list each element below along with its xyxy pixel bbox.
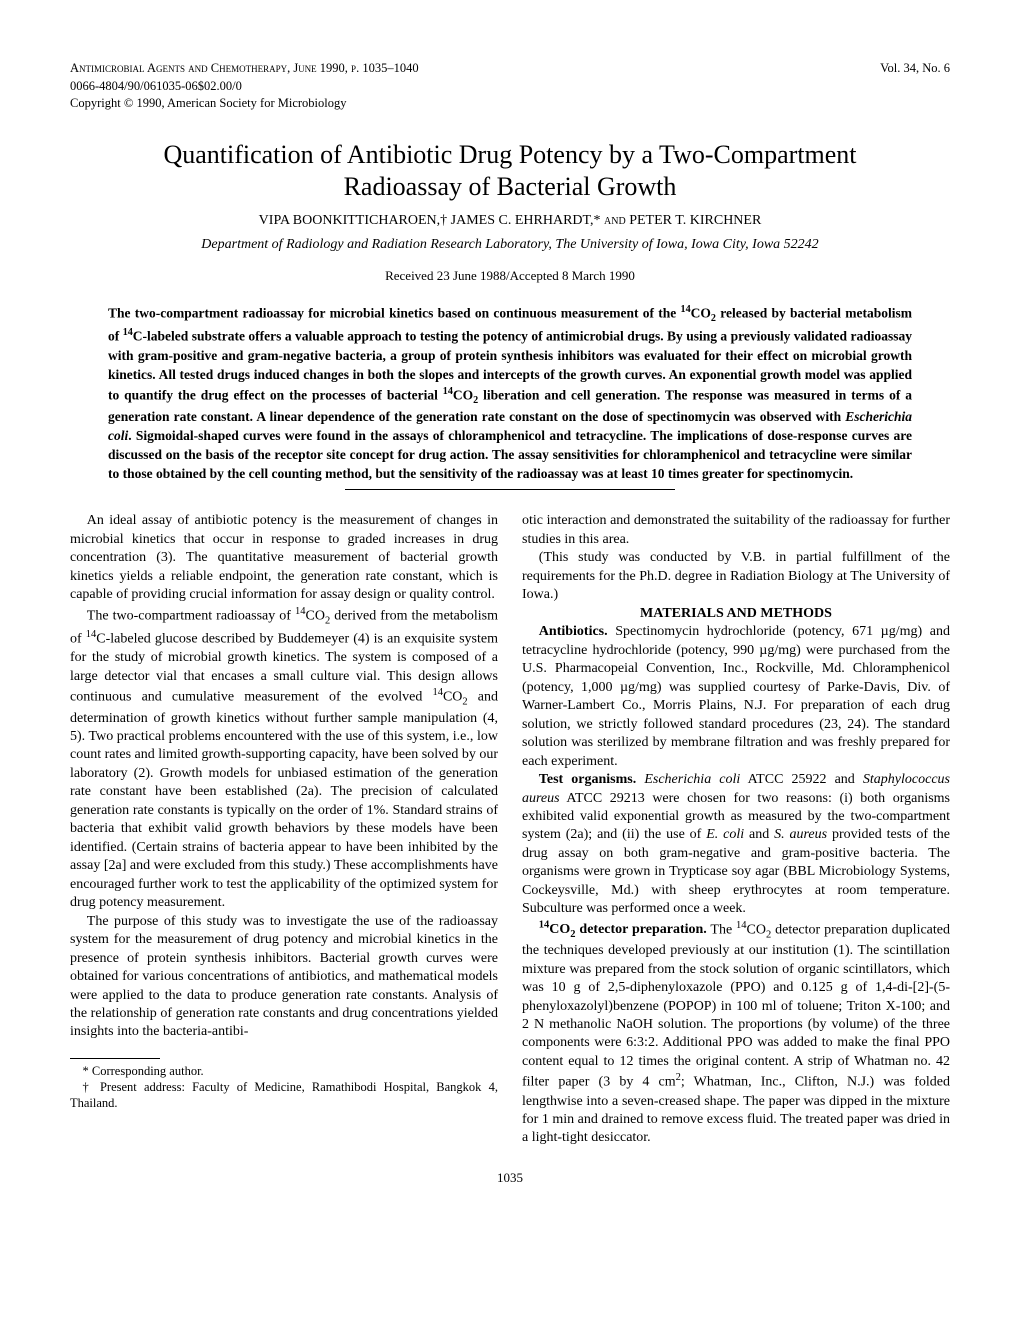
footnotes: * Corresponding author. † Present addres… (70, 1063, 498, 1112)
volume-issue: Vol. 34, No. 6 (880, 60, 950, 76)
body-paragraph: The two-compartment radioassay of 14CO2 … (70, 605, 498, 913)
body-paragraph: (This study was conducted by V.B. in par… (522, 549, 950, 604)
body-paragraph: otic interaction and demonstrated the su… (522, 512, 950, 549)
abstract-separator (345, 489, 675, 490)
body-paragraph: Antibiotics. Spectinomycin hydrochloride… (522, 623, 950, 771)
body-paragraph: Test organisms. Escherichia coli ATCC 25… (522, 771, 950, 919)
body-paragraph: An ideal assay of antibiotic potency is … (70, 512, 498, 604)
journal-name: Antimicrobial Agents and Chemotherapy, J… (70, 61, 419, 75)
received-dates: Received 23 June 1988/Accepted 8 March 1… (70, 268, 950, 285)
issn-line: 0066-4804/90/061035-06$02.00/0 (70, 78, 950, 94)
footnote-separator (70, 1058, 160, 1059)
right-column: otic interaction and demonstrated the su… (522, 512, 950, 1147)
footnote-address: † Present address: Faculty of Medicine, … (70, 1079, 498, 1112)
affiliation: Department of Radiology and Radiation Re… (70, 236, 950, 254)
footnote-corresponding: * Corresponding author. (70, 1063, 498, 1079)
page-number: 1035 (70, 1170, 950, 1187)
body-paragraph: 14CO2 detector preparation. The 14CO2 de… (522, 919, 950, 1148)
section-heading: MATERIALS AND METHODS (522, 605, 950, 623)
abstract: The two-compartment radioassay for micro… (108, 303, 912, 483)
article-title: Quantification of Antibiotic Drug Potenc… (70, 139, 950, 204)
body-paragraph: The purpose of this study was to investi… (70, 913, 498, 1042)
authors: VIPA BOONKITTICHAROEN,† JAMES C. EHRHARD… (70, 212, 950, 230)
left-column: An ideal assay of antibiotic potency is … (70, 512, 498, 1147)
copyright-line: Copyright © 1990, American Society for M… (70, 95, 950, 111)
